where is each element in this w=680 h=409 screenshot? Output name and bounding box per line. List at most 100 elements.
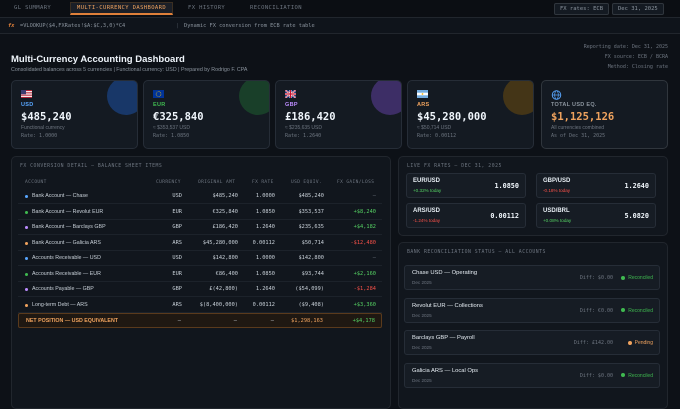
col-currency: CURRENCY	[156, 180, 181, 185]
currency-dot-icon	[25, 210, 28, 214]
table-row[interactable]: Bank Account — Galicia ARS ARS $45,280,000…	[18, 236, 382, 251]
panel-title: BANK RECONCILIATION STATUS — ALL ACCOUNT…	[407, 250, 546, 255]
card-note: ≈ $353,537 USD	[153, 125, 190, 131]
fx-rate-card[interactable]: USD/BRL +0.08% today 5.0820	[536, 203, 656, 228]
currency-code: ARS	[172, 301, 182, 308]
col-usd-equiv: USD EQUIV.	[291, 180, 323, 185]
card-code: EUR	[153, 102, 166, 108]
bank-account-name: Revolut EUR — Collections	[412, 302, 483, 309]
fx-icon: fx	[8, 23, 15, 29]
globe-icon	[551, 90, 562, 100]
account-name: Accounts Receivable — EUR	[32, 270, 101, 277]
card-total-usd[interactable]: TOTAL USD EQ. $1,125,126 All currencies …	[541, 80, 668, 149]
panel-title: FX CONVERSION DETAIL — BALANCE SHEET ITE…	[20, 164, 163, 169]
formula-bar[interactable]: fx =VLOOKUP($4,FXRates!$A:$C,3,0)*C4 | D…	[0, 18, 680, 34]
card-rate: Rate: 1.0850	[153, 133, 190, 139]
reconciliation-item[interactable]: Barclays GBP — Payroll Dec 2025 Diff: £142…	[404, 330, 660, 355]
status-badge: Reconciled	[621, 308, 653, 314]
usd-equivalent: $50,714	[301, 239, 324, 246]
status-dot-icon	[621, 373, 626, 378]
col-account: ACCOUNT	[25, 180, 47, 185]
currency-dot-icon	[25, 195, 28, 198]
reporting-date-badge: Dec 31, 2025	[612, 3, 664, 15]
card-ars[interactable]: ARS $45,280,000 ≈ $50,714 USD Rate: 0.00…	[407, 80, 534, 149]
card-code: USD	[21, 102, 34, 108]
tab-multi-currency-dashboard[interactable]: MULTI-CURRENCY DASHBOARD	[70, 2, 174, 15]
usd-equivalent: $1,298,163	[291, 318, 323, 324]
fx-gain-loss: +$3,360	[353, 301, 376, 308]
fx-gain-loss: -$12,480	[350, 239, 376, 246]
fx-rate-card[interactable]: GBP/USD -0.18% today 1.2640	[536, 173, 656, 198]
eu-flag-icon	[153, 90, 164, 98]
original-amount: —	[233, 318, 237, 324]
formula-separator: |	[176, 23, 180, 29]
rate-change: +0.08% today	[543, 218, 572, 223]
table-row[interactable]: Accounts Receivable — USD USD $142,800 1.00…	[18, 251, 382, 266]
card-note: Functional currency	[21, 125, 65, 131]
fx-rate: 1.2640	[255, 224, 275, 230]
card-rate: As of Dec 31, 2025	[551, 133, 606, 139]
tab-reconciliation[interactable]: RECONCILIATION	[250, 5, 302, 11]
usd-equivalent: $235,635	[298, 224, 324, 230]
rate-change: -1.24% today	[413, 218, 441, 223]
status-badge: Reconciled	[621, 275, 653, 281]
currency-dot-icon	[25, 226, 28, 229]
account-name: Bank Account — Barclays GBP	[32, 224, 106, 230]
reconciliation-item[interactable]: Revolut EUR — Collections Dec 2025 Diff: €…	[404, 297, 660, 323]
card-gbp[interactable]: GBP £186,420 ≈ $235,635 USD Rate: 1.2640	[275, 80, 402, 149]
rate-value: 5.0820	[624, 212, 649, 220]
currency-dot-icon	[25, 303, 28, 307]
status-label: Reconciled	[628, 275, 653, 281]
currency-dot-icon	[25, 288, 28, 291]
table-row[interactable]: Long-term Debt — ARS ARS $(8,400,000) 0.001…	[18, 298, 382, 313]
difference-amount: Diff: €0.00	[579, 307, 613, 314]
fx-rate: 1.0000	[255, 193, 275, 199]
original-amount: £186,420	[212, 224, 238, 230]
us-flag-icon	[21, 90, 32, 98]
currency-pair: GBP/USD	[543, 178, 571, 184]
ar-flag-icon	[417, 90, 428, 98]
table-row[interactable]: Bank Account — Barclays GBP GBP £186,420 1.…	[18, 220, 382, 235]
currency-dot-icon	[25, 257, 28, 260]
tab-fx-history[interactable]: FX HISTORY	[188, 5, 226, 11]
fx-rate: 1.0000	[255, 255, 275, 261]
page-subtitle: Consolidated balances across 5 currencie…	[11, 67, 248, 73]
top-tab-bar: GL SUMMARY MULTI-CURRENCY DASHBOARD FX H…	[0, 0, 680, 18]
card-glow	[239, 81, 269, 115]
formula-text[interactable]: =VLOOKUP($4,FXRates!$A:$C,3,0)*C4	[20, 23, 126, 29]
status-badge: Reconciled	[621, 373, 653, 379]
table-row[interactable]: Bank Account — Revolut EUR EUR €325,840 1.0…	[18, 205, 382, 220]
rate-value: 1.0850	[494, 182, 519, 190]
fx-rate-card[interactable]: ARS/USD -1.24% today 0.00112	[406, 203, 526, 228]
table-row[interactable]: Accounts Payable — GBP GBP £(42,800) 1.2640…	[18, 282, 382, 297]
currency-code: EUR	[172, 208, 182, 215]
account-name: Bank Account — Galicia ARS	[32, 239, 101, 246]
table-row[interactable]: Bank Account — Chase USD $485,240 1.0000 $48…	[18, 189, 382, 204]
period: Dec 2025	[412, 312, 432, 318]
status-dot-icon	[621, 308, 626, 313]
card-usd[interactable]: USD $485,240 Functional currency Rate: 1…	[11, 80, 138, 149]
tab-gl-summary[interactable]: GL SUMMARY	[14, 5, 52, 11]
period: Dec 2025	[412, 377, 432, 383]
usd-equivalent: ($54,099)	[295, 286, 324, 292]
card-amount: €325,840	[153, 111, 204, 123]
method-meta: Method: Closing rate	[607, 64, 668, 70]
reconciliation-item[interactable]: Galicia ARS — Local Ops Dec 2025 Diff: $0.…	[404, 362, 660, 388]
fx-gain-loss: -$1,284	[353, 286, 376, 292]
period: Dec 2025	[412, 345, 432, 350]
fx-rate-card[interactable]: EUR/USD +0.32% today 1.0850	[406, 173, 526, 198]
fx-gain-loss: +$4,182	[353, 224, 376, 230]
card-eur[interactable]: EUR €325,840 ≈ $353,537 USD Rate: 1.0850	[143, 80, 270, 149]
table-row[interactable]: Accounts Receivable — EUR EUR €86,400 1.085…	[18, 267, 382, 282]
reconciliation-item[interactable]: Chase USD — Operating Dec 2025 Diff: $0.00…	[404, 265, 660, 290]
bank-account-name: Barclays GBP — Payroll	[412, 335, 475, 341]
card-glow	[107, 81, 137, 115]
difference-amount: Diff: £142.00	[573, 340, 613, 346]
card-amount: $1,125,126	[551, 111, 615, 123]
net-position-row[interactable]: NET POSITION — USD EQUIVALENT — — — $1,298,1…	[18, 313, 382, 328]
card-rate: Rate: 0.00112	[417, 133, 457, 139]
account-name: Bank Account — Revolut EUR	[32, 208, 104, 215]
account-name: Accounts Payable — GBP	[32, 286, 94, 292]
rate-change: -0.18% today	[543, 188, 571, 193]
status-badge: Pending	[627, 340, 653, 346]
